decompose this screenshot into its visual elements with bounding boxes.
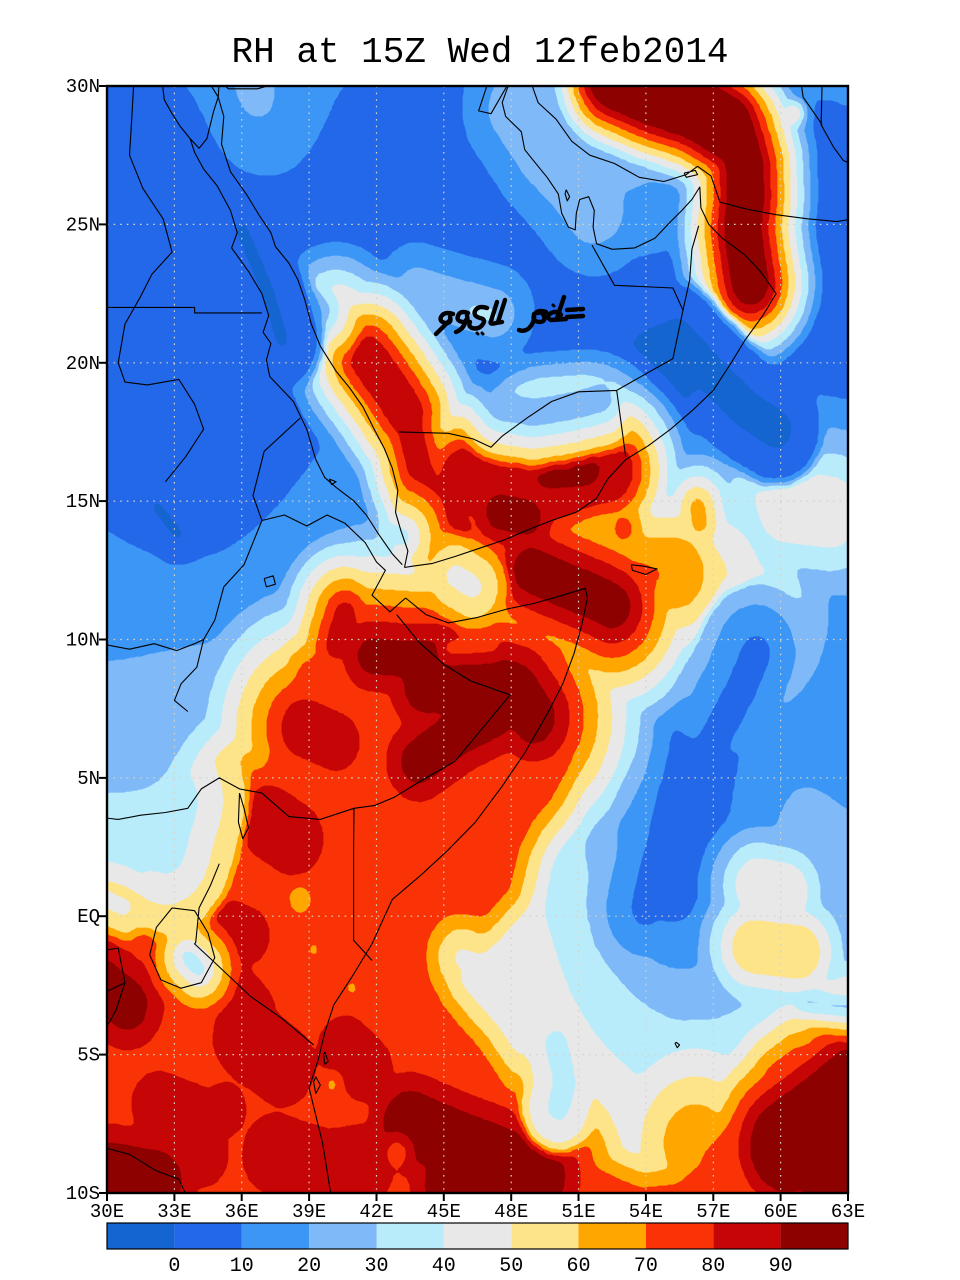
svg-text:EQ: EQ xyxy=(77,906,100,928)
svg-text:30N: 30N xyxy=(66,76,100,98)
svg-text:15N: 15N xyxy=(66,491,100,513)
svg-text:60E: 60E xyxy=(763,1201,797,1223)
svg-text:40: 40 xyxy=(432,1255,456,1278)
svg-text:30: 30 xyxy=(364,1255,388,1278)
svg-text:10: 10 xyxy=(230,1255,254,1278)
svg-text:0: 0 xyxy=(168,1255,180,1278)
svg-text:36E: 36E xyxy=(225,1201,259,1223)
svg-text:42E: 42E xyxy=(359,1201,393,1223)
svg-text:57E: 57E xyxy=(696,1201,730,1223)
svg-text:20N: 20N xyxy=(66,353,100,375)
svg-text:48E: 48E xyxy=(494,1201,528,1223)
svg-text:20: 20 xyxy=(297,1255,321,1278)
svg-text:54E: 54E xyxy=(629,1201,663,1223)
svg-text:70: 70 xyxy=(634,1255,658,1278)
svg-text:39E: 39E xyxy=(292,1201,326,1223)
svg-text:33E: 33E xyxy=(157,1201,191,1223)
svg-text:30E: 30E xyxy=(90,1201,124,1223)
svg-text:5N: 5N xyxy=(77,768,100,790)
svg-text:RH at 15Z Wed 12feb2014: RH at 15Z Wed 12feb2014 xyxy=(232,32,729,73)
svg-text:45E: 45E xyxy=(427,1201,461,1223)
svg-text:63E: 63E xyxy=(831,1201,865,1223)
svg-text:51E: 51E xyxy=(561,1201,595,1223)
svg-text:50: 50 xyxy=(499,1255,523,1278)
svg-text:10S: 10S xyxy=(66,1183,100,1205)
svg-text:25N: 25N xyxy=(66,214,100,236)
svg-text:5S: 5S xyxy=(77,1045,100,1067)
svg-text:80: 80 xyxy=(701,1255,725,1278)
svg-text:10N: 10N xyxy=(66,630,100,652)
svg-text:60: 60 xyxy=(566,1255,590,1278)
svg-text:90: 90 xyxy=(769,1255,793,1278)
